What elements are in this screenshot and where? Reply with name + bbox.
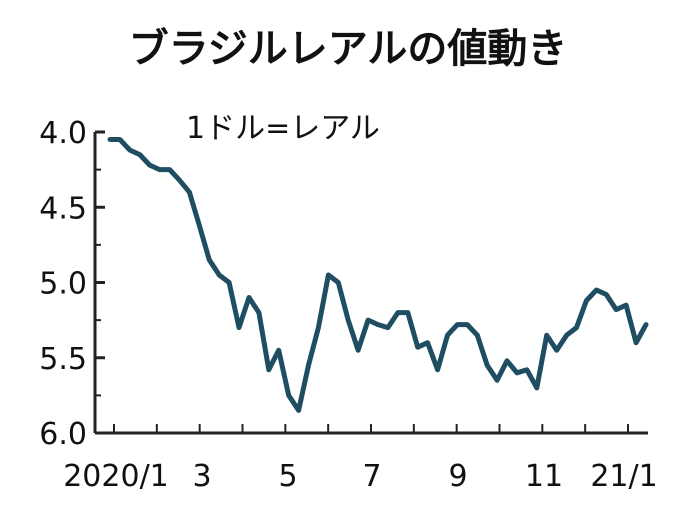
x-tick-label: 9 <box>448 459 467 494</box>
chart-title: ブラジルレアルの値動き <box>129 26 568 72</box>
x-tick-label: 5 <box>278 459 297 494</box>
y-tick-label: 5.0 <box>39 267 87 302</box>
unit-label: 1ドル=レアル <box>186 111 380 146</box>
x-tick-label: 11 <box>525 459 563 494</box>
y-tick-label: 4.0 <box>39 116 87 151</box>
series-line-brl <box>107 137 649 413</box>
x-axis: 2020/1 3 5 7 9 11 21/1 <box>63 424 658 494</box>
y-axis: 4.0 4.5 5.0 5.5 6.0 <box>39 116 105 452</box>
y-tick-label: 4.5 <box>39 191 87 226</box>
x-tick-label: 2020/1 <box>63 459 169 494</box>
x-tick-label: 7 <box>362 459 381 494</box>
series-group <box>107 137 649 413</box>
x-tick-label: 3 <box>192 459 211 494</box>
x-tick-label: 21/1 <box>590 459 657 494</box>
y-tick-label: 5.5 <box>39 342 87 377</box>
y-tick-label: 6.0 <box>39 417 87 452</box>
